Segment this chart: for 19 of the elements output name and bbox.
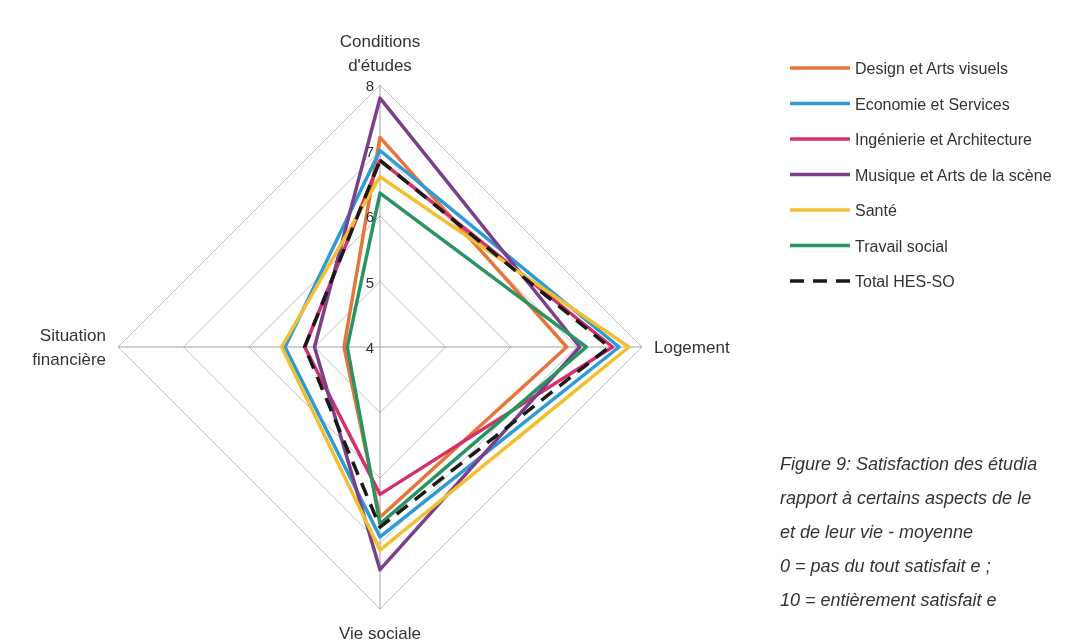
legend-label: Ingénierie et Architecture bbox=[855, 131, 1033, 148]
y-tick-label: 4 bbox=[365, 339, 374, 356]
text: rapport à certains aspects de le bbox=[780, 488, 1032, 508]
legend-label: Economie et Services bbox=[855, 95, 1010, 113]
spoke-label: Vie sociale bbox=[339, 624, 421, 641]
spoke-label: Conditions d'études bbox=[339, 32, 421, 75]
legend-label: Design et Arts visuels bbox=[855, 60, 1008, 77]
spoke-label: Logement bbox=[654, 338, 730, 357]
legend-label: Travail social bbox=[855, 237, 948, 255]
legend-label: Total HES-SO bbox=[855, 273, 955, 290]
caption: Figure 9: Satisfaction des étudia bbox=[780, 454, 1038, 474]
legend-label: Santé bbox=[855, 202, 897, 219]
legend-label: Musique et Arts de la scène bbox=[855, 166, 1052, 184]
text: et de leur vie - moyenne bbox=[780, 522, 974, 542]
y-tick-label: 5 bbox=[365, 273, 374, 291]
spoke-label: Situation financière bbox=[32, 326, 106, 369]
y-tick-label: 8 bbox=[365, 77, 374, 94]
text: 10 = entièrement satisfait e bbox=[780, 590, 997, 610]
text: 0 = pas du tout satisfait e ; bbox=[780, 556, 991, 576]
